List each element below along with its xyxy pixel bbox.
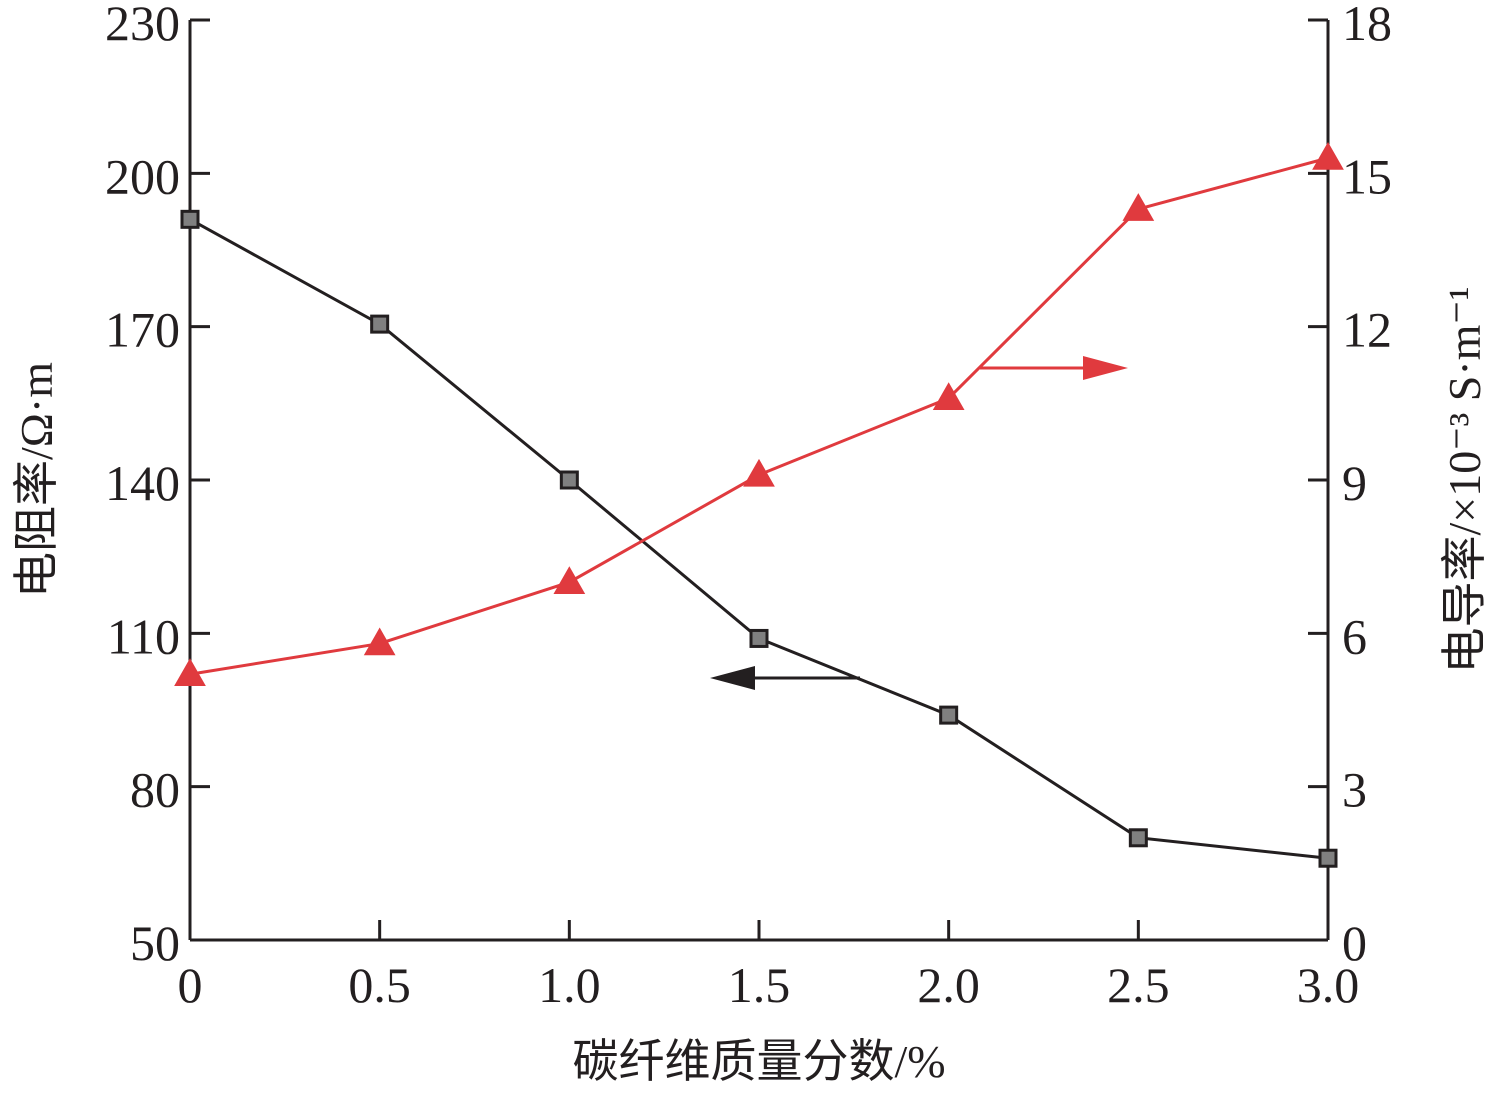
x-tick-label: 3.0 [1297,957,1360,1013]
x-tick-label: 0 [178,957,203,1013]
right-y-tick-label: 3 [1342,762,1367,818]
right-y-tick-label: 12 [1342,302,1392,358]
conductivity-data-point [1122,193,1155,221]
annotations [710,356,1128,690]
right-y-tick-label: 0 [1342,915,1367,971]
conductivity-data-point [363,627,396,656]
resistivity-data-point [180,209,200,229]
right-y-axis-title: 电导率/×10⁻³ S·m⁻¹ [1439,286,1490,673]
left-y-tick-label: 110 [107,608,180,664]
left-y-tick-label: 140 [105,455,180,511]
x-axis-title: 碳纤维质量分数/% [572,1036,945,1087]
left-axis-pointer-arrow-head [710,666,755,690]
left-y-tick-label: 80 [130,762,180,818]
resistivity-data-point [749,628,769,648]
left-y-tick-label: 230 [105,0,180,51]
right-y-tick-label: 9 [1342,455,1367,511]
resistivity-data-point [939,705,959,725]
x-tick-label: 0.5 [348,957,411,1013]
right-y-tick-label: 18 [1342,0,1392,51]
right-y-tick-label: 6 [1342,608,1367,664]
resistivity-data-point [370,314,390,334]
conductivity-data-point [174,658,206,686]
conductivity-data-point [743,458,775,487]
ticks: 0 0.5 1.0 1.5 2.0 2.5 3.0 50 80 110 140 170 200 230 0 3… [105,0,1392,1013]
left-y-tick-label: 170 [105,302,180,358]
right-axis-pointer-arrow-head [1083,356,1128,380]
resistivity-series-line [189,218,1329,860]
x-tick-label: 1.5 [728,957,791,1013]
resistivity-data-point [1318,848,1338,868]
resistivity-data-point [1128,828,1148,848]
conductivity-series-line [189,156,1329,676]
conductivity-data-point [1312,141,1344,170]
conductivity-data-point [553,566,586,594]
right-y-tick-label: 15 [1342,148,1392,204]
left-y-axis-title: 电阻率/Ω·m [11,362,62,598]
left-y-tick-label: 50 [130,915,180,971]
series [174,141,1344,868]
conductivity-data-point [932,382,965,410]
x-tick-label: 1.0 [538,957,601,1013]
left-y-tick-label: 200 [105,148,180,204]
resistivity-data-point [559,470,579,490]
x-tick-label: 2.0 [917,957,980,1013]
x-tick-label: 2.5 [1107,957,1170,1013]
